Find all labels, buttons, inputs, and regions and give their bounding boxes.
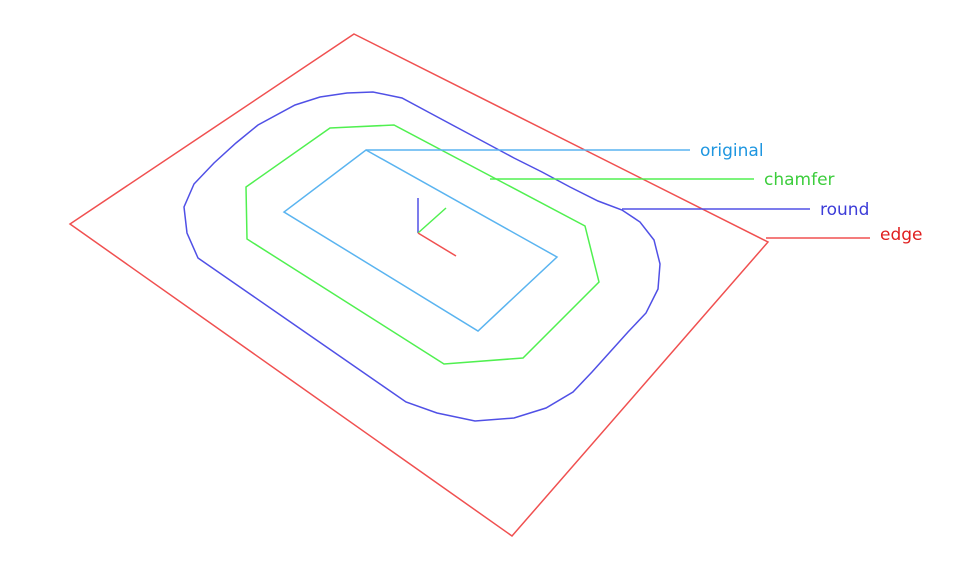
edge-outline (68, 33, 770, 538)
chamfer-outline (245, 124, 600, 365)
original-outline (282, 149, 559, 332)
edge-label: edge (880, 225, 923, 245)
axis-y (417, 207, 447, 234)
round-label: round (820, 200, 869, 220)
round-outline (183, 91, 661, 422)
original-label: original (700, 141, 764, 161)
axis-x (417, 232, 457, 257)
chamfer-label: chamfer (764, 170, 835, 190)
